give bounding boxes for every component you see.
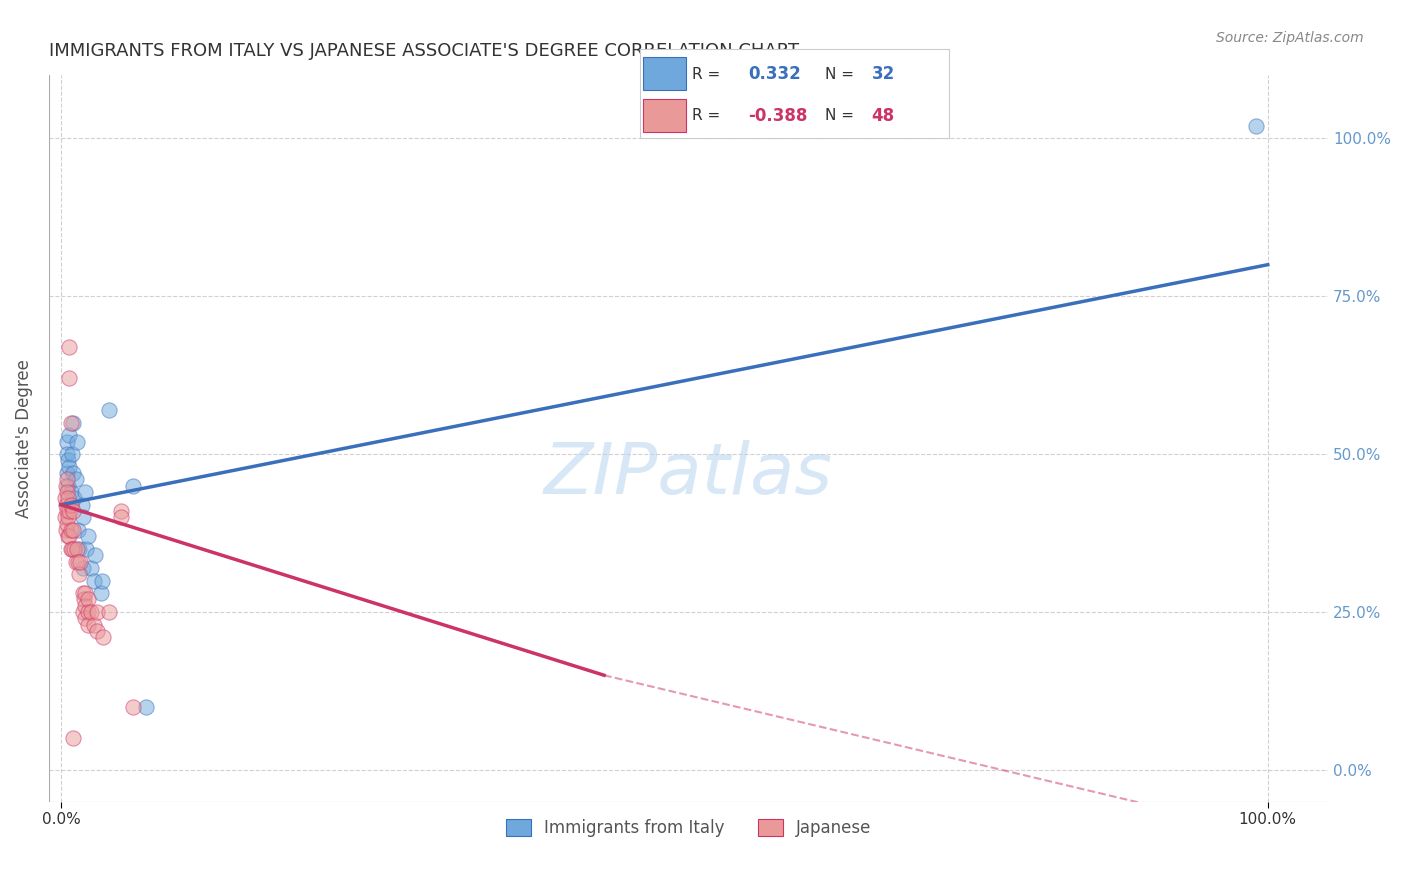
Text: N =: N = [825, 109, 855, 123]
Point [83, 548, 105, 562]
Legend: Immigrants from Italy, Japanese: Immigrants from Italy, Japanese [499, 813, 879, 844]
Point [58, 340, 80, 354]
Point [53, 510, 76, 524]
Point [62, 731, 84, 746]
Point [76, 592, 98, 607]
Point [56, 434, 79, 449]
Point [60, 541, 83, 556]
Point [59, 541, 82, 556]
Text: 48: 48 [872, 107, 894, 125]
Text: R =: R = [692, 109, 725, 123]
Point [56, 466, 79, 480]
Point [59, 498, 82, 512]
Point [58, 529, 80, 543]
Point [122, 479, 145, 493]
Point [66, 541, 89, 556]
Point [134, 699, 156, 714]
Text: IMMIGRANTS FROM ITALY VS JAPANESE ASSOCIATE'S DEGREE CORRELATION CHART: IMMIGRANTS FROM ITALY VS JAPANESE ASSOCI… [49, 42, 799, 60]
Text: -0.388: -0.388 [748, 107, 807, 125]
Point [80, 605, 103, 619]
Point [98, 403, 121, 417]
Point [75, 541, 97, 556]
Point [76, 605, 98, 619]
Point [75, 485, 97, 500]
Point [60, 447, 83, 461]
Point [56, 447, 79, 461]
Point [72, 510, 94, 524]
Text: ZIPatlas: ZIPatlas [544, 441, 834, 509]
Point [58, 529, 80, 543]
Point [91, 631, 114, 645]
Point [66, 434, 89, 449]
Point [56, 516, 79, 531]
Text: R =: R = [692, 67, 725, 81]
Point [59, 485, 82, 500]
Text: Source: ZipAtlas.com: Source: ZipAtlas.com [1216, 31, 1364, 45]
Point [63, 541, 86, 556]
Point [58, 371, 80, 385]
Point [75, 611, 97, 625]
Point [58, 510, 80, 524]
Point [76, 617, 98, 632]
Point [53, 491, 76, 506]
Point [59, 498, 82, 512]
Point [1244, 119, 1267, 133]
Point [58, 453, 80, 467]
Point [58, 504, 80, 518]
Y-axis label: Associate's Degree: Associate's Degree [15, 359, 32, 518]
Text: 32: 32 [872, 65, 896, 83]
FancyBboxPatch shape [643, 99, 686, 132]
Point [56, 472, 79, 486]
Point [110, 510, 132, 524]
Point [56, 485, 79, 500]
Point [76, 529, 98, 543]
Point [65, 555, 87, 569]
Point [86, 624, 108, 638]
Point [63, 491, 86, 506]
Point [62, 504, 84, 518]
FancyBboxPatch shape [643, 57, 686, 90]
Point [59, 523, 82, 537]
Point [56, 504, 79, 518]
Point [70, 498, 93, 512]
Point [122, 699, 145, 714]
Point [73, 592, 96, 607]
Text: N =: N = [825, 67, 855, 81]
Point [72, 586, 94, 600]
Point [55, 479, 77, 493]
Point [69, 555, 91, 569]
Point [90, 586, 112, 600]
Text: 0.332: 0.332 [748, 65, 801, 83]
Point [83, 617, 105, 632]
Point [62, 466, 84, 480]
Point [55, 523, 77, 537]
Point [98, 605, 121, 619]
Point [58, 479, 80, 493]
Point [62, 416, 84, 430]
Point [80, 561, 103, 575]
Point [72, 561, 94, 575]
Point [62, 523, 84, 537]
Point [75, 586, 97, 600]
Point [75, 599, 97, 613]
Point [86, 605, 108, 619]
Point [58, 491, 80, 506]
Point [59, 416, 82, 430]
Point [65, 472, 87, 486]
Point [110, 504, 132, 518]
Point [58, 428, 80, 442]
Point [66, 555, 89, 569]
Point [91, 574, 114, 588]
Point [55, 498, 77, 512]
Point [72, 605, 94, 619]
Point [67, 541, 90, 556]
Point [67, 567, 90, 582]
Point [58, 459, 80, 474]
Point [66, 523, 89, 537]
Point [83, 574, 105, 588]
